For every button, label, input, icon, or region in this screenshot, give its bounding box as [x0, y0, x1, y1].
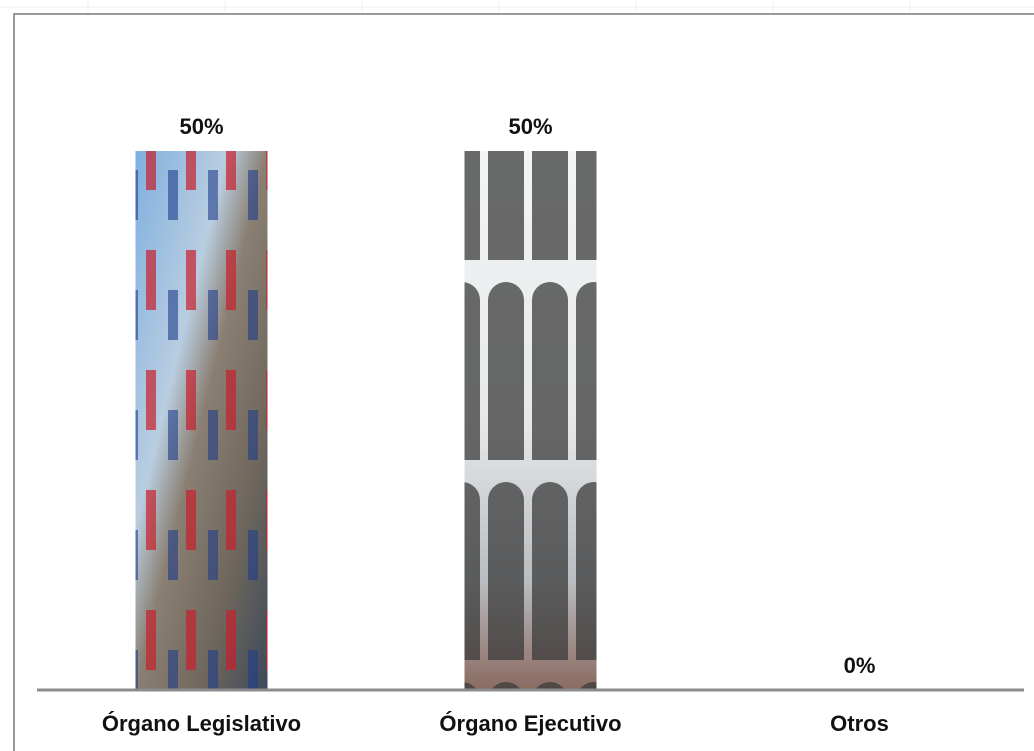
value-label: 50% [508, 114, 552, 139]
x-tick-label: Órgano Ejecutivo [439, 711, 621, 736]
bar-texture [135, 151, 268, 690]
x-tick-label: Otros [830, 711, 889, 736]
plot-area: 50% Órgano Legislativo 50% Órgano Ejecutivo… [37, 114, 1024, 736]
x-tick-label: Órgano Legislativo [102, 711, 301, 736]
value-label: 50% [179, 114, 223, 139]
value-label: 0% [844, 653, 876, 678]
bar-texture [464, 151, 597, 690]
sheet-grid [0, 0, 1034, 14]
